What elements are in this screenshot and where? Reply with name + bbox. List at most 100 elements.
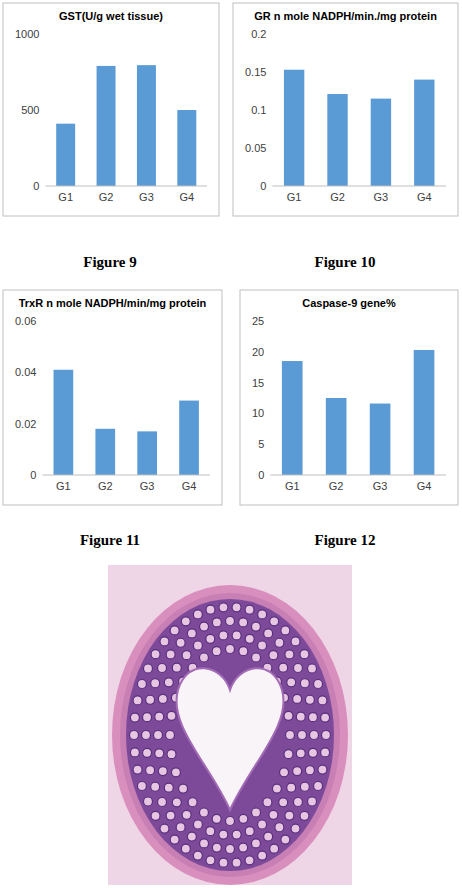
crypt <box>272 784 281 793</box>
chart-panel: TrxR n mole NADPH/min/mg protein00.020.0… <box>3 290 222 505</box>
crypt <box>281 835 290 844</box>
crypt <box>182 810 191 819</box>
crypt <box>219 631 228 640</box>
crypt <box>232 858 241 867</box>
crypt <box>151 679 160 688</box>
figure-caption: Figure 12 <box>315 532 376 548</box>
crypt <box>308 664 317 673</box>
crypt <box>284 750 293 759</box>
y-tick-label: 0 <box>258 469 264 481</box>
x-tick-label: G3 <box>139 191 154 203</box>
crypt <box>193 610 202 619</box>
crypt <box>226 617 235 626</box>
y-tick-label: 25 <box>252 315 264 327</box>
crypt <box>167 711 176 720</box>
chart-panel: GST(U/g wet tissue)05001000G1G2G3G4 <box>3 3 219 216</box>
crypt <box>296 749 305 758</box>
crypt <box>155 749 164 758</box>
y-tick-label: 15 <box>252 377 264 389</box>
x-tick-label: G3 <box>373 480 388 492</box>
x-axis <box>272 186 446 187</box>
crypt <box>321 713 330 722</box>
crypt <box>212 814 221 823</box>
crypt <box>199 808 208 817</box>
lumen <box>176 668 283 810</box>
crypt <box>158 767 167 776</box>
crypt <box>151 782 160 791</box>
crypt <box>160 824 169 833</box>
crypt <box>154 731 163 740</box>
crypt <box>305 766 314 775</box>
x-tick-label: G2 <box>98 480 113 492</box>
crypt <box>284 711 293 720</box>
crypt <box>151 650 160 659</box>
y-tick-label: 0 <box>33 180 39 192</box>
crypt <box>181 617 190 626</box>
crypt <box>281 626 290 635</box>
crypt <box>212 618 221 627</box>
y-tick-label: 0.05 <box>245 142 266 154</box>
x-tick-label: G2 <box>329 480 344 492</box>
crypt <box>199 653 208 662</box>
bar <box>179 401 199 475</box>
y-tick-label: 10 <box>252 407 264 419</box>
crypt <box>187 629 196 638</box>
crypt <box>155 712 164 721</box>
crypt <box>176 638 185 647</box>
crypt <box>251 622 260 631</box>
crypt <box>322 731 331 740</box>
crypt <box>258 820 267 829</box>
crypt <box>176 823 185 832</box>
bar <box>95 429 115 475</box>
crypt <box>181 844 190 853</box>
bar <box>371 99 391 186</box>
crypt <box>245 856 254 865</box>
crypt <box>308 713 317 722</box>
bar <box>97 66 116 186</box>
y-tick-label: 0.2 <box>251 28 266 40</box>
panel-frame <box>3 3 219 216</box>
bar <box>414 350 435 475</box>
y-tick-label: 0.1 <box>251 104 266 116</box>
crypt <box>263 798 272 807</box>
crypt <box>212 843 221 852</box>
crypt <box>318 696 327 705</box>
bar <box>137 431 157 475</box>
crypt <box>252 808 261 817</box>
crypt <box>305 695 314 704</box>
crypt <box>252 653 261 662</box>
title-line: GR n mole NADPH/min./mg protein <box>254 10 437 22</box>
y-tick-label: 0.06 <box>15 315 36 327</box>
x-tick-label: G3 <box>140 480 155 492</box>
crypt <box>206 605 215 614</box>
x-tick-label: G4 <box>179 191 194 203</box>
crypt <box>286 731 295 740</box>
y-tick-label: 5 <box>258 438 264 450</box>
x-tick-label: G4 <box>417 480 432 492</box>
y-tick-label: 0.04 <box>15 366 36 378</box>
crypt <box>130 748 139 757</box>
crypt <box>232 830 241 839</box>
muscle-layer <box>112 585 348 885</box>
x-tick-label: G1 <box>285 480 300 492</box>
figure-caption: Figure 9 <box>83 254 136 270</box>
crypt <box>300 811 309 820</box>
bar <box>54 370 74 475</box>
bar <box>284 70 304 186</box>
crypt <box>219 830 228 839</box>
figure-caption: Figure 11 <box>80 532 140 548</box>
crypt <box>300 782 309 791</box>
panel-frame <box>3 290 222 505</box>
crypt <box>300 650 309 659</box>
crypt <box>296 712 305 721</box>
x-tick-label: G1 <box>56 480 71 492</box>
crypt <box>130 713 139 722</box>
crypt <box>279 798 288 807</box>
title-line: Caspase-9 gene% <box>302 297 396 309</box>
crypt <box>287 783 296 792</box>
crypt <box>143 748 152 757</box>
crypt <box>146 766 155 775</box>
crypt <box>293 694 302 703</box>
y-tick-label: 0.15 <box>245 66 266 78</box>
crypt <box>275 638 284 647</box>
